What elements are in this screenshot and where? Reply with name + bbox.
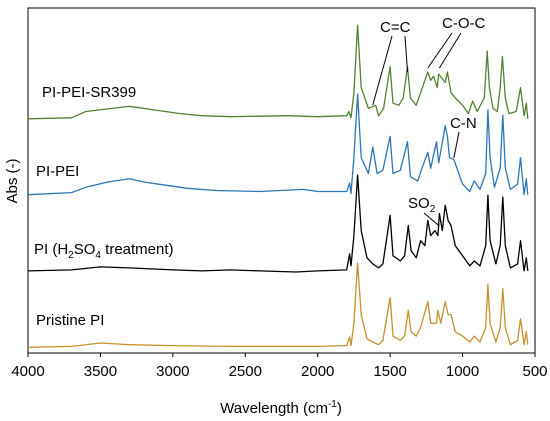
series-label-pi-pei: PI-PEI xyxy=(36,163,79,180)
y-axis-label: Abs (-) xyxy=(4,158,21,203)
annotation-leader-line xyxy=(404,35,409,73)
series-line-3 xyxy=(27,262,529,348)
plot-area xyxy=(27,7,536,354)
series-layer xyxy=(27,24,529,348)
series-label-pi-h2so4: PI (H2SO4 treatment) xyxy=(34,241,174,261)
series-label-pi-pei-sr399: PI-PEI-SR399 xyxy=(42,84,136,101)
series-line-0 xyxy=(27,24,529,120)
series-line-1 xyxy=(27,93,529,196)
annotation-leader-line xyxy=(423,212,440,227)
annotation-leader-line xyxy=(372,35,393,106)
x-axis-label: Wavelength (cm-1) xyxy=(220,399,342,417)
series-line-2 xyxy=(27,174,529,273)
annotation-so2: SO2 xyxy=(408,195,436,215)
annotation-c-double-c: C=C xyxy=(380,19,411,36)
x-tick-label: 4000 xyxy=(11,363,44,380)
annotation-c-n: C-N xyxy=(450,115,477,132)
x-tick-label: 2500 xyxy=(229,363,262,380)
x-tick-label: 2000 xyxy=(301,363,334,380)
annotation-leader-line xyxy=(427,32,453,69)
x-tick-label: 3000 xyxy=(156,363,189,380)
annotation-leader-line xyxy=(438,32,462,69)
x-axis-ticks: 4000 3500 3000 2500 2000 1500 1000 500 xyxy=(11,353,548,380)
series-label-pristine-pi: Pristine PI xyxy=(36,312,104,329)
x-tick-label: 1000 xyxy=(446,363,479,380)
x-tick-label: 1500 xyxy=(373,363,406,380)
annotation-leader-line xyxy=(453,131,460,159)
x-tick-label: 3500 xyxy=(84,363,117,380)
annotation-c-o-c: C-O-C xyxy=(442,15,485,32)
plot-frame xyxy=(27,7,536,354)
x-tick-label: 500 xyxy=(522,363,547,380)
annotation-leaders xyxy=(372,32,462,227)
